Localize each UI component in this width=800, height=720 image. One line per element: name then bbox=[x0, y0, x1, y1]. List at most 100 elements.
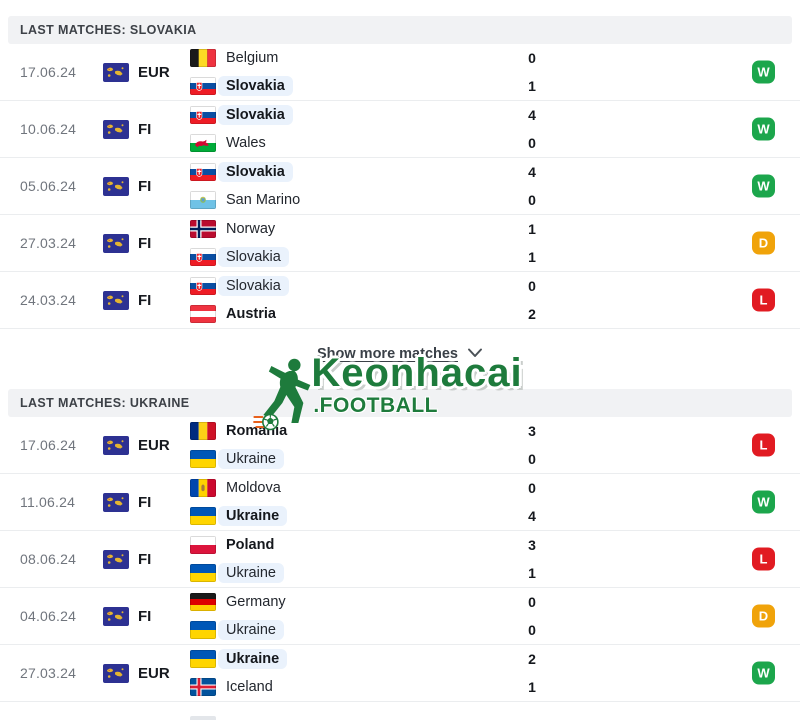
team-name: Poland bbox=[226, 537, 275, 553]
competition: FI bbox=[103, 176, 190, 196]
match-row[interactable]: 17.06.24 EUR Belgium 0 Slovakia 1 W bbox=[0, 44, 800, 101]
team-score: 1 bbox=[528, 565, 536, 581]
team-score: 0 bbox=[528, 135, 536, 151]
team-score: 4 bbox=[528, 508, 536, 524]
section-ukraine: LAST MATCHES: UKRAINE 17.06.24 EUR Romania… bbox=[0, 389, 800, 702]
result-badge: L bbox=[752, 547, 775, 571]
team-name: Slovakia bbox=[218, 162, 293, 182]
team-name: Austria bbox=[226, 306, 276, 322]
match-row[interactable]: 27.03.24 FI Norway 1 Slovakia 1 D bbox=[0, 215, 800, 272]
result-badge: W bbox=[752, 490, 775, 514]
competition-label: FI bbox=[138, 493, 152, 511]
team-score: 0 bbox=[528, 278, 536, 294]
section-header-slovakia: LAST MATCHES: SLOVAKIA bbox=[8, 16, 792, 44]
match-row[interactable]: 05.06.24 FI Slovakia 4 San Marino 0 W bbox=[0, 158, 800, 215]
competition: EUR bbox=[103, 435, 190, 455]
team-score: 1 bbox=[528, 249, 536, 265]
competition-label: FI bbox=[138, 120, 152, 138]
competition-label: FI bbox=[138, 607, 152, 625]
match-date: 05.06.24 bbox=[20, 178, 77, 194]
show-more-matches-link[interactable]: Show more matches bbox=[317, 346, 483, 362]
match-date: 10.06.24 bbox=[20, 121, 77, 137]
section-header-ukraine: LAST MATCHES: UKRAINE bbox=[8, 389, 792, 417]
competition: FI bbox=[103, 549, 190, 569]
teams: Slovakia 0 Austria 2 bbox=[190, 273, 800, 327]
ukraine-flag-icon bbox=[190, 564, 216, 582]
teams: Slovakia 4 San Marino 0 bbox=[190, 159, 800, 213]
austria-flag-icon bbox=[190, 305, 216, 323]
belgium-flag-icon bbox=[190, 49, 216, 67]
ukraine-flag-icon bbox=[190, 650, 216, 668]
match-row[interactable]: 17.06.24 EUR Romania 3 Ukraine 0 L bbox=[0, 417, 800, 474]
section-slovakia: LAST MATCHES: SLOVAKIA 17.06.24 EUR Belgiu… bbox=[0, 16, 800, 329]
iceland-flag-icon bbox=[190, 678, 216, 696]
competition: FI bbox=[103, 233, 190, 253]
match-row[interactable]: 27.03.24 EUR Ukraine 2 Iceland 1 W bbox=[0, 645, 800, 702]
team-score: 3 bbox=[528, 423, 536, 439]
teams: Poland 3 Ukraine 1 bbox=[190, 532, 800, 586]
team-line: Slovakia 4 bbox=[190, 102, 800, 128]
team-score: 0 bbox=[528, 594, 536, 610]
romania-flag-icon bbox=[190, 422, 216, 440]
team-name: Belgium bbox=[226, 50, 279, 66]
competition-flag-icon bbox=[103, 435, 129, 455]
competition-flag-icon bbox=[103, 492, 129, 512]
team-line: Ukraine 0 bbox=[190, 617, 800, 643]
teams: Moldova 0 Ukraine 4 bbox=[190, 475, 800, 529]
team-line: Austria 2 bbox=[190, 301, 800, 327]
result-badge: D bbox=[752, 231, 775, 255]
match-row[interactable]: 10.06.24 FI Slovakia 4 Wales 0 W bbox=[0, 101, 800, 158]
slovakia-flag-icon bbox=[190, 163, 216, 181]
slovakia-flag-icon bbox=[190, 277, 216, 295]
match-row[interactable]: 11.06.24 FI Moldova 0 Ukraine 4 W bbox=[0, 474, 800, 531]
match-date: 24.03.24 bbox=[20, 292, 77, 308]
teams: Slovakia 4 Wales 0 bbox=[190, 102, 800, 156]
result-badge: W bbox=[752, 174, 775, 198]
team-score: 0 bbox=[528, 50, 536, 66]
team-name: Wales bbox=[226, 135, 266, 151]
competition-label: FI bbox=[138, 550, 152, 568]
team-score: 1 bbox=[528, 221, 536, 237]
match-date: 17.06.24 bbox=[20, 64, 77, 80]
competition: FI bbox=[103, 492, 190, 512]
team-line: Wales 0 bbox=[190, 130, 800, 156]
result-badge: W bbox=[752, 661, 775, 685]
team-name: Ukraine bbox=[218, 620, 284, 640]
team-name: Ukraine bbox=[218, 506, 288, 526]
team-name: Slovakia bbox=[218, 76, 293, 96]
competition-label: FI bbox=[138, 291, 152, 309]
ukraine-flag-icon bbox=[190, 621, 216, 639]
team-score: 2 bbox=[528, 651, 536, 667]
competition-flag-icon bbox=[103, 176, 129, 196]
team-score: 1 bbox=[528, 78, 536, 94]
team-name: Romania bbox=[226, 423, 288, 439]
competition-flag-icon bbox=[103, 663, 129, 683]
team-name: Iceland bbox=[226, 679, 273, 695]
san-marino-flag-icon bbox=[190, 191, 216, 209]
team-name: Ukraine bbox=[218, 649, 288, 669]
team-line: Ukraine 4 bbox=[190, 503, 800, 529]
team-line: Slovakia 4 bbox=[190, 159, 800, 185]
teams: Ukraine 2 Iceland 1 bbox=[190, 646, 800, 700]
result-badge: L bbox=[752, 288, 775, 312]
match-row[interactable]: 08.06.24 FI Poland 3 Ukraine 1 L bbox=[0, 531, 800, 588]
competition-flag-icon bbox=[103, 606, 129, 626]
team-score: 0 bbox=[528, 480, 536, 496]
team-line: Ukraine 0 bbox=[190, 446, 800, 472]
match-row[interactable]: 04.06.24 FI Germany 0 Ukraine 0 D bbox=[0, 588, 800, 645]
team-name: Slovakia bbox=[218, 105, 293, 125]
team-line: San Marino 0 bbox=[190, 187, 800, 213]
competition-flag-icon bbox=[103, 233, 129, 253]
result-badge: W bbox=[752, 60, 775, 84]
teams: Norway 1 Slovakia 1 bbox=[190, 216, 800, 270]
competition-flag-icon bbox=[103, 119, 129, 139]
team-score: 4 bbox=[528, 164, 536, 180]
competition: FI bbox=[103, 606, 190, 626]
match-row[interactable]: 24.03.24 FI Slovakia 0 Austria 2 L bbox=[0, 272, 800, 329]
match-date: 04.06.24 bbox=[20, 608, 77, 624]
team-line: Romania 3 bbox=[190, 418, 800, 444]
team-name: Norway bbox=[226, 221, 276, 237]
slovakia-flag-icon bbox=[190, 248, 216, 266]
show-more-wrap: Show more matches bbox=[0, 341, 800, 367]
team-line: Belgium 0 bbox=[190, 45, 800, 71]
